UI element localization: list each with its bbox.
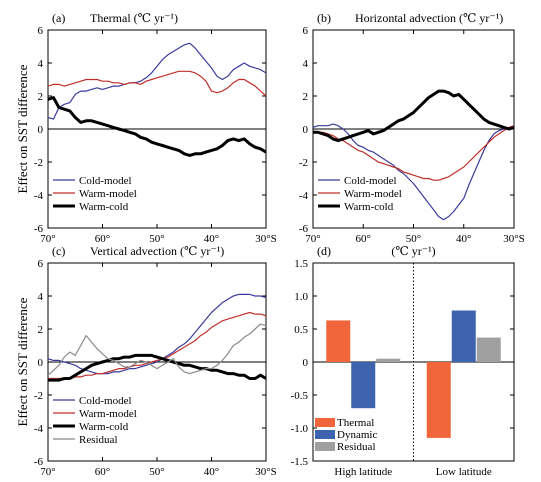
panel-title: Horizontal advection (℃ yr⁻¹) — [355, 11, 503, 25]
panel-label: (c) — [52, 244, 65, 258]
legend-label: Warm-model — [79, 408, 137, 420]
y-tick-label: -6 — [34, 223, 44, 235]
legend-label: Residual — [79, 434, 118, 446]
x-tick-label: 60° — [95, 466, 110, 478]
legend-label: Cold-model — [79, 395, 132, 407]
x-tick-label: 30°S — [503, 233, 525, 245]
x-category-label: Low latitude — [436, 466, 492, 478]
x-tick-label: 60° — [356, 233, 371, 245]
y-tick-label: 2 — [38, 324, 44, 336]
panel-title: Vertical advection (℃ yr⁻¹) — [90, 244, 224, 258]
y-tick-label: -1.5 — [291, 456, 309, 468]
x-tick-label: 50° — [406, 233, 421, 245]
bar-thermal-low-latitude — [426, 362, 451, 438]
y-tick-label: -4 — [299, 190, 309, 202]
panel-title: (℃ yr⁻¹) — [391, 244, 435, 258]
y-axis-title: Effect on SST difference — [15, 64, 30, 193]
panel-c: (c) Vertical advection (℃ yr⁻¹) -6 -4 -2 0 2 4 6… — [34, 244, 277, 478]
bar-dynamic-low-latitude — [451, 310, 476, 362]
series-line-warm-model — [48, 70, 266, 97]
y-tick-label: 4 — [38, 291, 44, 303]
panel-a: (a) Thermal (℃ yr⁻¹) -6 -4 -2 0 2 4 6 70° 60° 50° 40… — [34, 11, 277, 245]
legend-swatch — [315, 442, 335, 451]
y-tick-label: -2 — [299, 157, 308, 169]
legend-label: Cold-model — [79, 175, 132, 187]
x-tick-label: 70° — [305, 233, 320, 245]
y-tick-label: 0 — [303, 357, 309, 369]
y-tick-label: -4 — [34, 190, 44, 202]
x-tick-label: 30°S — [255, 466, 277, 478]
y-tick-label: 0.5 — [294, 324, 308, 336]
y-tick-label: 4 — [303, 58, 309, 70]
series-line-cold-model — [48, 42, 266, 120]
y-tick-label: 0 — [38, 357, 44, 369]
legend-label: Warm-cold — [79, 421, 129, 433]
y-tick-label: 0 — [38, 124, 44, 136]
panel-d: (d) (℃ yr⁻¹) -1.5 -1.0 -0.5 0 0.5 1.0 1.5 High la… — [291, 244, 515, 478]
bar-residual-low-latitude — [476, 337, 501, 362]
y-tick-label: -1.0 — [291, 423, 309, 435]
x-tick-label: 40° — [204, 233, 219, 245]
y-tick-label: 6 — [38, 25, 44, 37]
panel-label: (b) — [317, 11, 331, 25]
y-tick-label: 6 — [303, 25, 309, 37]
legend-label: Residual — [337, 441, 376, 453]
x-category-label: High latitude — [334, 466, 392, 478]
series-line-cold-model — [313, 123, 514, 221]
y-tick-label: -0.5 — [291, 390, 309, 402]
legend-label: Warm-cold — [79, 201, 129, 213]
series-line-warm-cold — [48, 353, 266, 382]
series-line-warm-model — [313, 125, 514, 181]
y-tick-label: 2 — [38, 91, 44, 103]
x-tick-label: 70° — [40, 466, 55, 478]
y-tick-label: 0 — [303, 124, 309, 136]
legend-swatch — [315, 430, 335, 439]
y-tick-label: 2 — [303, 91, 309, 103]
panel-b: (b) Horizontal advection (℃ yr⁻¹) -6 -4 -2 0 2… — [299, 11, 525, 245]
bar-thermal-high-latitude — [326, 320, 351, 362]
x-tick-label: 50° — [149, 233, 164, 245]
x-tick-label: 40° — [456, 233, 471, 245]
bar-residual-high-latitude — [376, 358, 401, 362]
series-line-residual — [48, 323, 266, 376]
y-tick-label: -4 — [34, 423, 44, 435]
series-line-warm-cold — [48, 96, 266, 157]
legend-label: Warm-cold — [344, 201, 394, 213]
y-tick-label: -2 — [34, 157, 43, 169]
x-tick-label: 30°S — [255, 233, 277, 245]
series-line-warm-model — [48, 311, 266, 380]
x-tick-label: 40° — [204, 466, 219, 478]
x-tick-label: 70° — [40, 233, 55, 245]
panel-label: (d) — [317, 244, 331, 258]
y-tick-label: 6 — [38, 258, 44, 270]
legend-label: Thermal — [337, 417, 374, 429]
series-line-warm-cold — [313, 89, 514, 143]
y-tick-label: -2 — [34, 390, 43, 402]
x-tick-label: 60° — [95, 233, 110, 245]
legend-swatch — [315, 418, 335, 427]
y-axis-title: Effect on SST difference — [15, 297, 30, 426]
y-tick-label: 1.5 — [294, 258, 308, 270]
panel-title: Thermal (℃ yr⁻¹) — [90, 11, 178, 25]
y-tick-label: -6 — [299, 223, 309, 235]
y-tick-label: 4 — [38, 58, 44, 70]
bar-dynamic-high-latitude — [351, 362, 376, 409]
legend-label: Warm-model — [79, 188, 137, 200]
legend-label: Cold-model — [344, 175, 397, 187]
y-tick-label: -6 — [34, 456, 44, 468]
panel-label: (a) — [52, 11, 65, 25]
y-tick-label: 1.0 — [294, 291, 308, 303]
x-tick-label: 50° — [149, 466, 164, 478]
legend-label: Warm-model — [344, 188, 402, 200]
legend-label: Dynamic — [337, 429, 377, 441]
